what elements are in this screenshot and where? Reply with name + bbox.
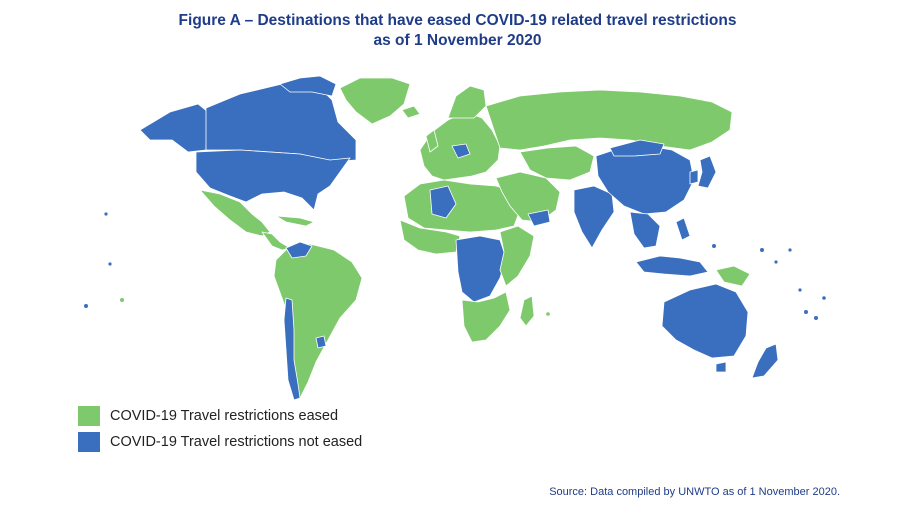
region-southern-africa — [461, 291, 511, 343]
region-algeria-niger — [429, 185, 457, 219]
island-marker — [760, 248, 764, 252]
region-australia — [661, 283, 749, 359]
legend: COVID-19 Travel restrictions eased COVID… — [78, 406, 362, 458]
island-marker — [822, 296, 826, 300]
region-caribbean — [275, 215, 315, 227]
legend-label-not-eased: COVID-19 Travel restrictions not eased — [110, 434, 363, 450]
region-greenland — [339, 77, 411, 125]
island-marker — [120, 298, 124, 302]
island-marker — [814, 316, 818, 320]
island-marker — [798, 288, 802, 292]
island-marker — [712, 244, 716, 248]
legend-label-eased: COVID-19 Travel restrictions eased — [110, 408, 339, 424]
region-papua-new-guinea — [715, 265, 751, 287]
source-note: Source: Data compiled by UNWTO as of 1 N… — [549, 486, 840, 498]
region-philippines — [675, 217, 691, 241]
region-south-america — [273, 243, 363, 399]
region-japan — [697, 155, 717, 189]
region-alaska — [139, 103, 209, 153]
legend-swatch-eased — [78, 406, 100, 426]
region-korea — [689, 169, 699, 185]
region-united-states — [195, 149, 351, 211]
region-west-africa — [399, 219, 461, 255]
region-central-africa — [455, 235, 507, 303]
island-marker — [774, 260, 778, 264]
region-indonesia — [635, 255, 709, 277]
region-tasmania — [715, 361, 727, 373]
region-india — [573, 185, 615, 249]
figure-title-line-2: as of 1 November 2020 — [373, 32, 542, 49]
island-marker — [104, 212, 108, 216]
island-marker — [84, 304, 88, 308]
region-venezuela — [285, 241, 313, 259]
legend-item-not-eased: COVID-19 Travel restrictions not eased — [78, 432, 362, 452]
figure-title: Figure A – Destinations that have eased … — [0, 11, 915, 51]
region-uruguay — [315, 335, 327, 349]
region-kazakhstan — [519, 145, 595, 181]
small-islands — [84, 212, 826, 320]
region-mongolia — [609, 139, 665, 157]
region-madagascar — [519, 295, 535, 327]
region-canada-arctic — [279, 75, 337, 97]
region-chile — [283, 297, 301, 401]
region-mexico — [199, 189, 271, 237]
region-central-america — [261, 231, 291, 251]
region-new-zealand — [751, 343, 779, 379]
legend-item-eased: COVID-19 Travel restrictions eased — [78, 406, 362, 426]
region-southeast-asia — [629, 211, 661, 249]
island-marker — [804, 310, 808, 314]
region-scandinavia — [447, 85, 487, 119]
region-yemen-oman — [527, 209, 551, 227]
island-marker — [788, 248, 792, 252]
figure-title-line-1: Figure A – Destinations that have eased … — [178, 12, 737, 29]
region-uk — [425, 129, 439, 153]
island-marker — [546, 312, 550, 316]
region-central-europe — [451, 143, 471, 159]
region-iceland — [401, 105, 421, 119]
region-russia — [485, 89, 733, 151]
legend-swatch-not-eased — [78, 432, 100, 452]
region-east-africa — [499, 225, 535, 287]
island-marker — [108, 262, 112, 266]
